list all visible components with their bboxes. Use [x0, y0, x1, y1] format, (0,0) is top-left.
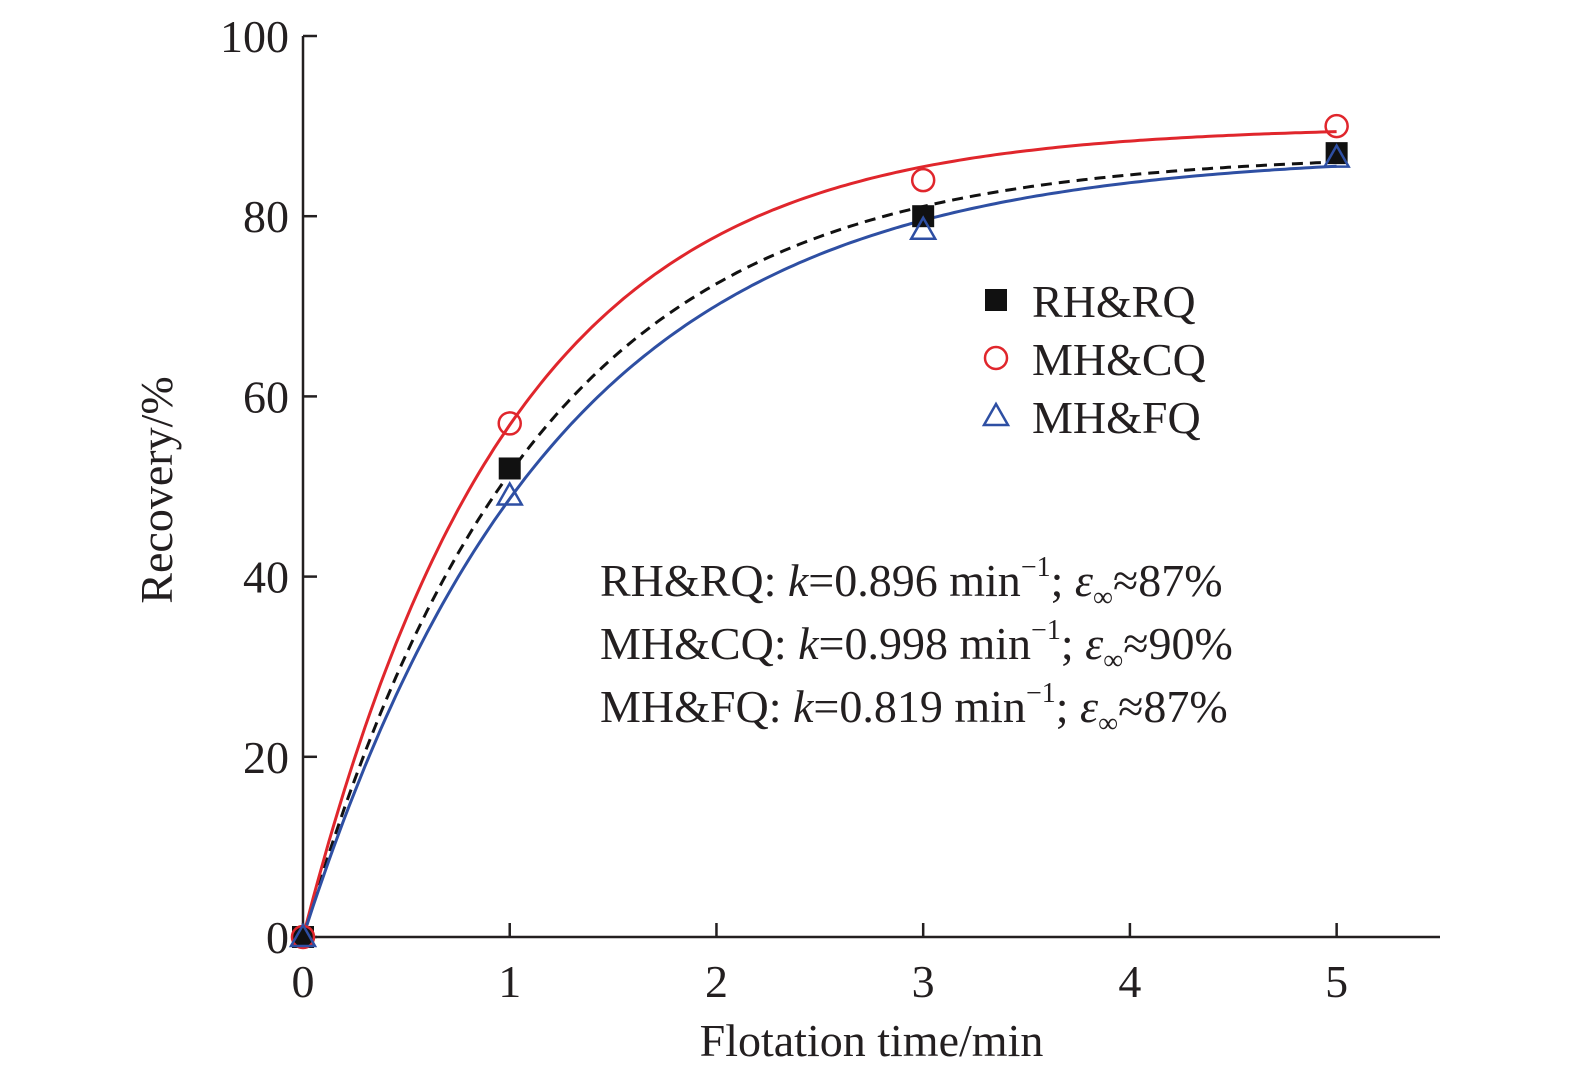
annotation-k-value: =0.998 min — [819, 618, 1032, 669]
data-point — [1325, 142, 1348, 165]
data-point — [909, 215, 938, 240]
x-axis-label: Flotation time/min — [700, 1015, 1044, 1066]
x-tick-label: 1 — [498, 956, 521, 1007]
legend-marker — [985, 289, 1007, 311]
annotation-prefix: : — [774, 618, 798, 669]
annotation-unit-exponent: −1 — [1021, 552, 1051, 583]
annotation-eps-subscript: ∞ — [1093, 582, 1113, 613]
x-tick-label: 3 — [912, 956, 935, 1007]
data-point — [497, 411, 522, 436]
data-points — [288, 113, 1351, 950]
annotation-k-value: =0.819 min — [813, 681, 1026, 732]
y-tick-label: 20 — [243, 732, 289, 783]
y-axis-label: Recovery/% — [131, 376, 182, 603]
annotation-eps-subscript: ∞ — [1103, 645, 1123, 676]
x-tick-label: 4 — [1118, 956, 1141, 1007]
annotation-eps-symbol: ε — [1075, 555, 1094, 606]
annotation-name: RH&RQ — [600, 555, 764, 606]
fit-curve-rh-rq — [301, 160, 1337, 938]
annotation-prefix: : — [769, 681, 793, 732]
data-point — [292, 926, 314, 948]
data-point — [910, 167, 936, 193]
fit-annotation: MH&CQ: k=0.998 min−1; ε∞≈90% — [600, 615, 1233, 676]
y-tick-label: 40 — [243, 552, 289, 603]
x-tick-label: 0 — [292, 956, 315, 1007]
annotation-separator: ; — [1056, 681, 1080, 732]
annotation-eps-symbol: ε — [1085, 618, 1104, 669]
y-tick-label: 100 — [220, 11, 289, 62]
annotation-unit-exponent: −1 — [1031, 615, 1061, 646]
legend-marker — [981, 401, 1011, 427]
fit-annotations: RH&RQ: k=0.896 min−1; ε∞≈87%MH&CQ: k=0.9… — [600, 552, 1233, 739]
data-point — [288, 922, 318, 948]
annotation-eps-subscript: ∞ — [1098, 708, 1118, 739]
annotation-prefix: : — [764, 555, 788, 606]
annotation-k-symbol: k — [793, 681, 815, 732]
legend: RH&RQ MH&CQ MH&FQ — [981, 276, 1206, 443]
annotation-name: MH&FQ — [600, 681, 769, 732]
annotation-separator: ; — [1061, 618, 1085, 669]
annotation-k-symbol: k — [788, 555, 810, 606]
y-tick-label: 60 — [243, 371, 289, 422]
annotation-separator: ; — [1051, 555, 1075, 606]
x-tick-label: 2 — [705, 956, 728, 1007]
annotation-unit-exponent: −1 — [1026, 678, 1056, 709]
legend-label: RH&RQ — [1032, 276, 1196, 327]
fit-curve-mh-cq — [301, 130, 1337, 938]
data-point — [1324, 113, 1349, 139]
fit-annotation: RH&RQ: k=0.896 min−1; ε∞≈87% — [600, 552, 1223, 613]
legend-marker — [983, 345, 1009, 371]
legend-label: MH&FQ — [1032, 392, 1201, 443]
data-point — [1322, 143, 1351, 168]
annotation-eps-value: ≈87% — [1113, 555, 1223, 606]
fit-annotation: MH&FQ: k=0.819 min−1; ε∞≈87% — [600, 678, 1228, 739]
annotation-eps-symbol: ε — [1080, 681, 1099, 732]
x-tick-label: 5 — [1325, 956, 1348, 1007]
data-point — [495, 480, 524, 506]
annotation-k-value: =0.896 min — [808, 555, 1021, 606]
annotation-name: MH&CQ — [600, 618, 774, 669]
y-tick-label: 0 — [266, 912, 289, 963]
annotation-eps-value: ≈87% — [1118, 681, 1228, 732]
fit-curve-mh-fq — [301, 164, 1337, 938]
data-point — [498, 457, 521, 480]
axes: 0 1 2 3 4 5 0 20 40 60 80 100 — [220, 11, 1440, 1007]
annotation-eps-value: ≈90% — [1123, 618, 1233, 669]
y-tick-label: 80 — [243, 191, 289, 242]
annotation-k-symbol: k — [798, 618, 820, 669]
fit-curves — [301, 130, 1337, 938]
legend-label: MH&CQ — [1032, 334, 1206, 385]
